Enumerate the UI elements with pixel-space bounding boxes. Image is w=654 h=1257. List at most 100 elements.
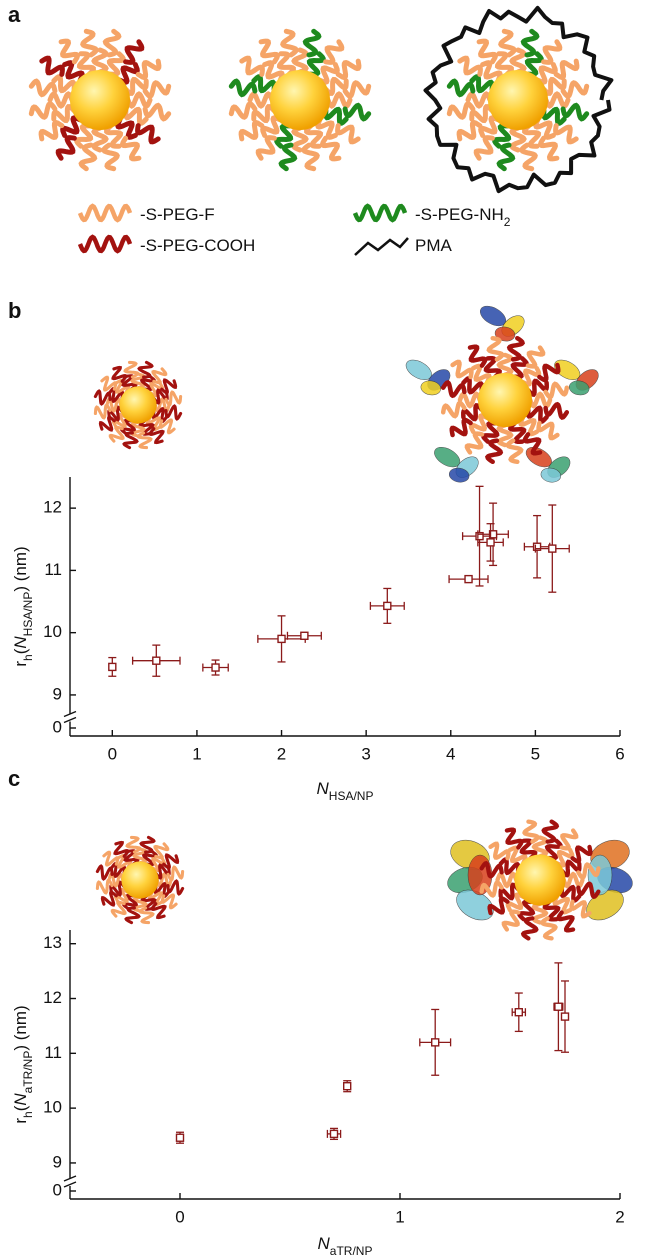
data-point: [175, 1133, 185, 1142]
peg-strand: [98, 415, 116, 432]
peg-strand: [576, 881, 601, 900]
peg-strand: [479, 860, 504, 879]
peg-strand: [102, 28, 122, 58]
peg-strand: [260, 115, 283, 138]
peg-strand: [166, 865, 185, 882]
peg-strand: [440, 379, 467, 399]
peg-strand: [51, 74, 77, 94]
data-point: [108, 662, 117, 672]
x-tick-label: 6: [615, 744, 624, 763]
peg-strand: [301, 142, 320, 172]
peg-strand: [483, 356, 502, 379]
peg-strand: [39, 55, 65, 77]
peg-strand: [526, 378, 549, 397]
peg-strand: [335, 58, 362, 80]
peg-strand: [461, 403, 484, 422]
peg-strand: [125, 91, 153, 109]
text-part: r: [11, 661, 30, 667]
peg-strand: [100, 890, 118, 907]
protein: [569, 380, 590, 396]
panel-label: b: [8, 298, 21, 323]
peg-strand: [478, 115, 501, 138]
peg-strand: [101, 142, 120, 172]
peg-strand: [78, 142, 98, 172]
peg-strand: [524, 51, 544, 77]
peg-strand: [506, 335, 526, 362]
data-point: [532, 542, 542, 551]
peg-strand: [569, 899, 592, 919]
peg-strand: [560, 80, 590, 99]
pma-shell: [423, 5, 614, 194]
peg-strand: [323, 106, 349, 126]
peg-strand: [541, 106, 567, 126]
peg-strand: [509, 125, 527, 153]
legend-icon: [77, 203, 133, 223]
peg-strand: [488, 841, 511, 861]
x-tick-label: 1: [395, 1207, 404, 1226]
peg-strand: [317, 62, 340, 85]
data-point: [329, 1129, 339, 1139]
text-part: N: [317, 779, 330, 798]
peg-strand: [553, 123, 579, 145]
peg-strand: [51, 104, 77, 124]
peg-strand: [104, 123, 124, 149]
y-tick-label: 0: [53, 1180, 62, 1199]
peg-strand: [113, 840, 130, 858]
data-point: [152, 656, 161, 665]
peg-strand: [576, 862, 601, 880]
legend-label: -S-PEG-NH2: [415, 205, 511, 229]
peg-strand: [527, 391, 553, 409]
gold-nanoparticle: [488, 70, 548, 130]
peg-strand: [148, 427, 165, 445]
y-tick-label: 13: [43, 933, 62, 952]
peg-strand: [538, 135, 560, 162]
gold-nanoparticle: [270, 70, 330, 130]
x-tick-label: 3: [361, 744, 370, 763]
peg-strand: [480, 60, 503, 83]
peg-strand: [543, 91, 571, 109]
text-part: N: [318, 1234, 331, 1253]
peg-strand: [60, 115, 83, 138]
peg-strand: [258, 38, 280, 65]
peg-strand: [280, 28, 299, 58]
peg-strand: [560, 102, 590, 122]
peg-strand: [541, 76, 567, 96]
y-tick-label: 11: [44, 1043, 62, 1062]
panel-label: a: [8, 2, 21, 27]
peg-strand: [47, 91, 75, 109]
text-part: N: [11, 1093, 30, 1106]
peg-strand: [457, 391, 483, 409]
peg-strand: [501, 909, 521, 932]
peg-strand: [123, 76, 149, 96]
peg-strand: [509, 47, 527, 75]
y-tick-label: 0: [53, 717, 62, 736]
gold-nanoparticle: [119, 386, 157, 424]
peg-strand: [522, 123, 542, 149]
text-part: PMA: [415, 236, 453, 255]
x-tick-label: 5: [531, 744, 540, 763]
peg-strand: [106, 51, 126, 77]
peg-strand: [470, 363, 492, 385]
data-point: [560, 1012, 570, 1021]
peg-strand: [570, 844, 593, 864]
peg-strand: [278, 142, 298, 172]
peg-strand: [323, 76, 349, 96]
peg-strand: [306, 51, 326, 77]
peg-strand: [535, 62, 558, 85]
y-tick-label: 10: [43, 622, 62, 641]
peg-strand: [247, 91, 275, 109]
data-point: [300, 631, 309, 640]
peg-strand: [117, 62, 140, 85]
peg-strand: [496, 422, 514, 448]
protein: [420, 380, 441, 396]
peg-strand: [496, 352, 514, 378]
peg-strand: [335, 123, 361, 145]
peg-strand: [302, 28, 322, 58]
peg-strand: [315, 117, 338, 140]
data-point: [383, 601, 392, 611]
peg-strand: [486, 335, 505, 362]
peg-strand: [115, 117, 138, 140]
peg-strand: [162, 853, 180, 870]
